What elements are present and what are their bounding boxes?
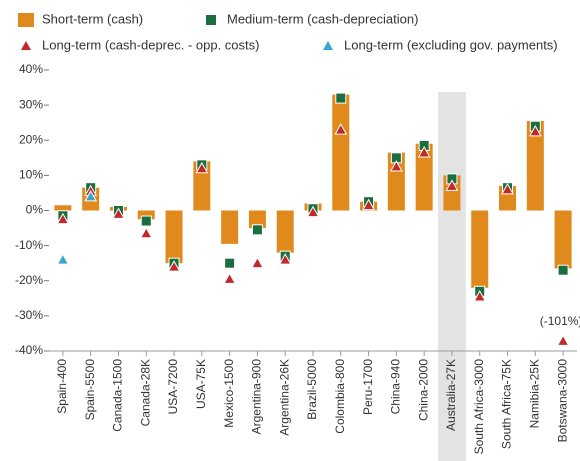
x-tick-label: South Africa-3000 — [472, 359, 486, 455]
legend-swatch — [206, 15, 216, 25]
bar — [471, 210, 489, 288]
triangle-marker — [390, 160, 403, 172]
x-tick-label: China-2000 — [416, 359, 430, 421]
triangle-marker — [56, 212, 70, 225]
x-tick-label: Australia-27K — [444, 359, 458, 431]
triangle-marker — [167, 260, 181, 272]
y-tick-label: -20% — [15, 273, 43, 287]
x-tick-label: Peru-1700 — [361, 359, 375, 415]
y-tick-label: -40% — [15, 343, 43, 357]
square-marker — [335, 92, 347, 104]
bar — [248, 210, 266, 229]
x-tick-label: USA-75K — [194, 359, 208, 409]
data-label: (-101%) — [540, 314, 580, 328]
triangle-marker — [528, 124, 542, 137]
legend-swatch — [21, 41, 31, 50]
square-marker — [224, 257, 236, 269]
x-tick-label: Argentina-26K — [277, 359, 291, 436]
legend-label: Long-term (cash-deprec. - opp. costs) — [42, 37, 259, 52]
bar — [193, 161, 211, 211]
bar — [526, 120, 544, 211]
y-tick-label: 20% — [19, 132, 43, 146]
triangle-marker — [223, 272, 236, 284]
x-tick-label: Mexico-1500 — [222, 359, 236, 428]
y-tick-label: 40% — [19, 62, 43, 76]
y-tick-label: -10% — [15, 238, 43, 252]
square-marker — [140, 215, 152, 227]
square-marker — [251, 224, 263, 236]
triangle-marker — [445, 179, 459, 191]
triangle-marker — [473, 290, 487, 302]
triangle-marker — [195, 161, 209, 174]
triangle-marker — [306, 205, 320, 218]
legend-label: Short-term (cash) — [42, 11, 143, 26]
triangle-marker — [362, 198, 375, 211]
x-tick-label: Brazil-5000 — [305, 359, 319, 420]
legend-label: Medium-term (cash-depreciation) — [227, 11, 418, 26]
x-tick-label: Botswana-3000 — [555, 359, 569, 443]
legend-swatch — [323, 41, 333, 50]
square-marker — [557, 264, 569, 276]
y-tick-label: -30% — [15, 308, 43, 322]
triangle-marker — [417, 146, 431, 158]
legend-label: Long-term (excluding gov. payments) — [344, 37, 558, 52]
triangle-marker — [278, 253, 292, 265]
triangle-marker — [56, 253, 70, 265]
triangle-marker — [139, 226, 153, 239]
highlight-band — [438, 92, 466, 461]
triangle-marker — [501, 182, 514, 195]
x-tick-label: Argentina-900 — [250, 359, 264, 435]
x-tick-label: USA-7200 — [166, 359, 180, 415]
bar — [165, 210, 183, 264]
x-tick-label: Colombia-800 — [333, 359, 347, 434]
bar — [415, 143, 433, 211]
legend-swatch — [18, 13, 34, 27]
bar — [554, 210, 572, 269]
triangle-marker — [334, 123, 348, 135]
x-tick-label: Spain-400 — [55, 359, 69, 414]
triangle-marker — [112, 207, 125, 219]
bar — [387, 152, 405, 211]
bar — [137, 210, 155, 220]
bar — [54, 205, 72, 211]
y-tick-label: 30% — [19, 97, 43, 111]
triangle-marker — [556, 334, 570, 346]
bar — [276, 210, 294, 253]
x-tick-label: Canada-28K — [138, 359, 152, 426]
x-tick-label: South Africa-75K — [500, 359, 514, 449]
y-tick-label: 0% — [26, 203, 44, 217]
bar — [221, 210, 239, 244]
x-tick-label: Namibia-25K — [527, 359, 541, 428]
x-tick-label: Canada-1500 — [111, 359, 125, 432]
bar — [332, 94, 350, 211]
x-tick-label: China-940 — [389, 359, 403, 415]
x-tick-label: Spain-5500 — [83, 359, 97, 421]
triangle-marker — [84, 189, 98, 202]
triangle-marker — [251, 256, 264, 269]
y-tick-label: 10% — [19, 168, 43, 182]
